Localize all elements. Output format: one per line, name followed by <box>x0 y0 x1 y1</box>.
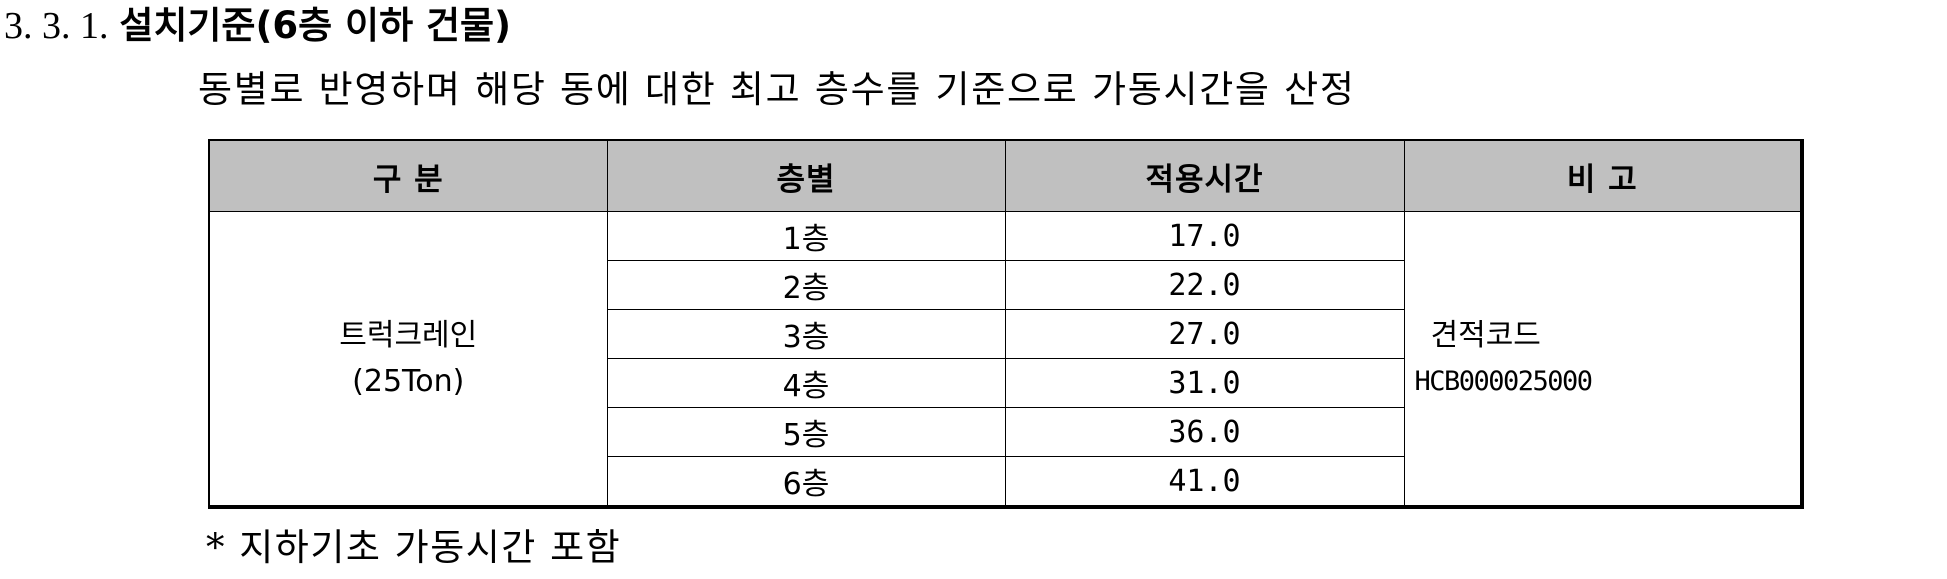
footnote: * 지하기초 가동시간 포함 <box>206 526 622 569</box>
floor-cell: 2층 <box>606 260 1006 310</box>
remarks-cell: 견적코드 HCB000025000 <box>1403 211 1803 508</box>
category-name: 트럭크레인 <box>339 317 478 353</box>
category-cell: 트럭크레인 (25Ton) <box>208 211 608 508</box>
table-row: 2층 22.0 <box>209 260 1802 310</box>
time-cell: 31.0 <box>1004 358 1405 408</box>
time-cell: 17.0 <box>1004 211 1405 261</box>
header-remarks: 비 고 <box>1403 139 1803 212</box>
table-header-row: 구 분 층별 적용시간 비 고 <box>208 139 1803 212</box>
time-cell: 22.0 <box>1004 260 1405 310</box>
time-cell: 36.0 <box>1004 407 1405 457</box>
estimate-code-label: 견적코드 <box>1430 317 1541 353</box>
floor-cell: 4층 <box>606 358 1006 408</box>
time-cell: 27.0 <box>1004 309 1405 359</box>
category-capacity: (25Ton) <box>352 363 465 399</box>
section-heading: 3. 3. 1. 설치기준(6층 이하 건물) <box>4 0 511 52</box>
floor-cell: 1층 <box>606 211 1006 261</box>
table-row: 5층 36.0 <box>209 407 1802 457</box>
header-applied-time: 적용시간 <box>1004 139 1405 212</box>
floor-cell: 5층 <box>606 407 1006 457</box>
table-row: 6층 41.0 <box>209 456 1802 508</box>
header-floor: 층별 <box>606 139 1006 212</box>
time-cell: 41.0 <box>1004 456 1405 508</box>
table-row: 트럭크레인 (25Ton) 1층 17.0 견적코드 HCB000025000 <box>208 211 1803 508</box>
section-description: 동별로 반영하며 해당 동에 대한 최고 층수를 기준으로 가동시간을 산정 <box>198 68 1356 111</box>
section-number: 3. 3. 1. <box>4 5 109 47</box>
floor-cell: 3층 <box>606 309 1006 359</box>
installation-standard-table: 구 분 층별 적용시간 비 고 트럭크레인 (25Ton) 1층 17.0 견적… <box>208 139 1804 509</box>
header-category: 구 분 <box>208 139 608 212</box>
estimate-code-value: HCB000025000 <box>1414 365 1594 397</box>
section-title: 설치기준(6층 이하 건물) <box>119 4 511 47</box>
floor-cell: 6층 <box>606 456 1006 508</box>
